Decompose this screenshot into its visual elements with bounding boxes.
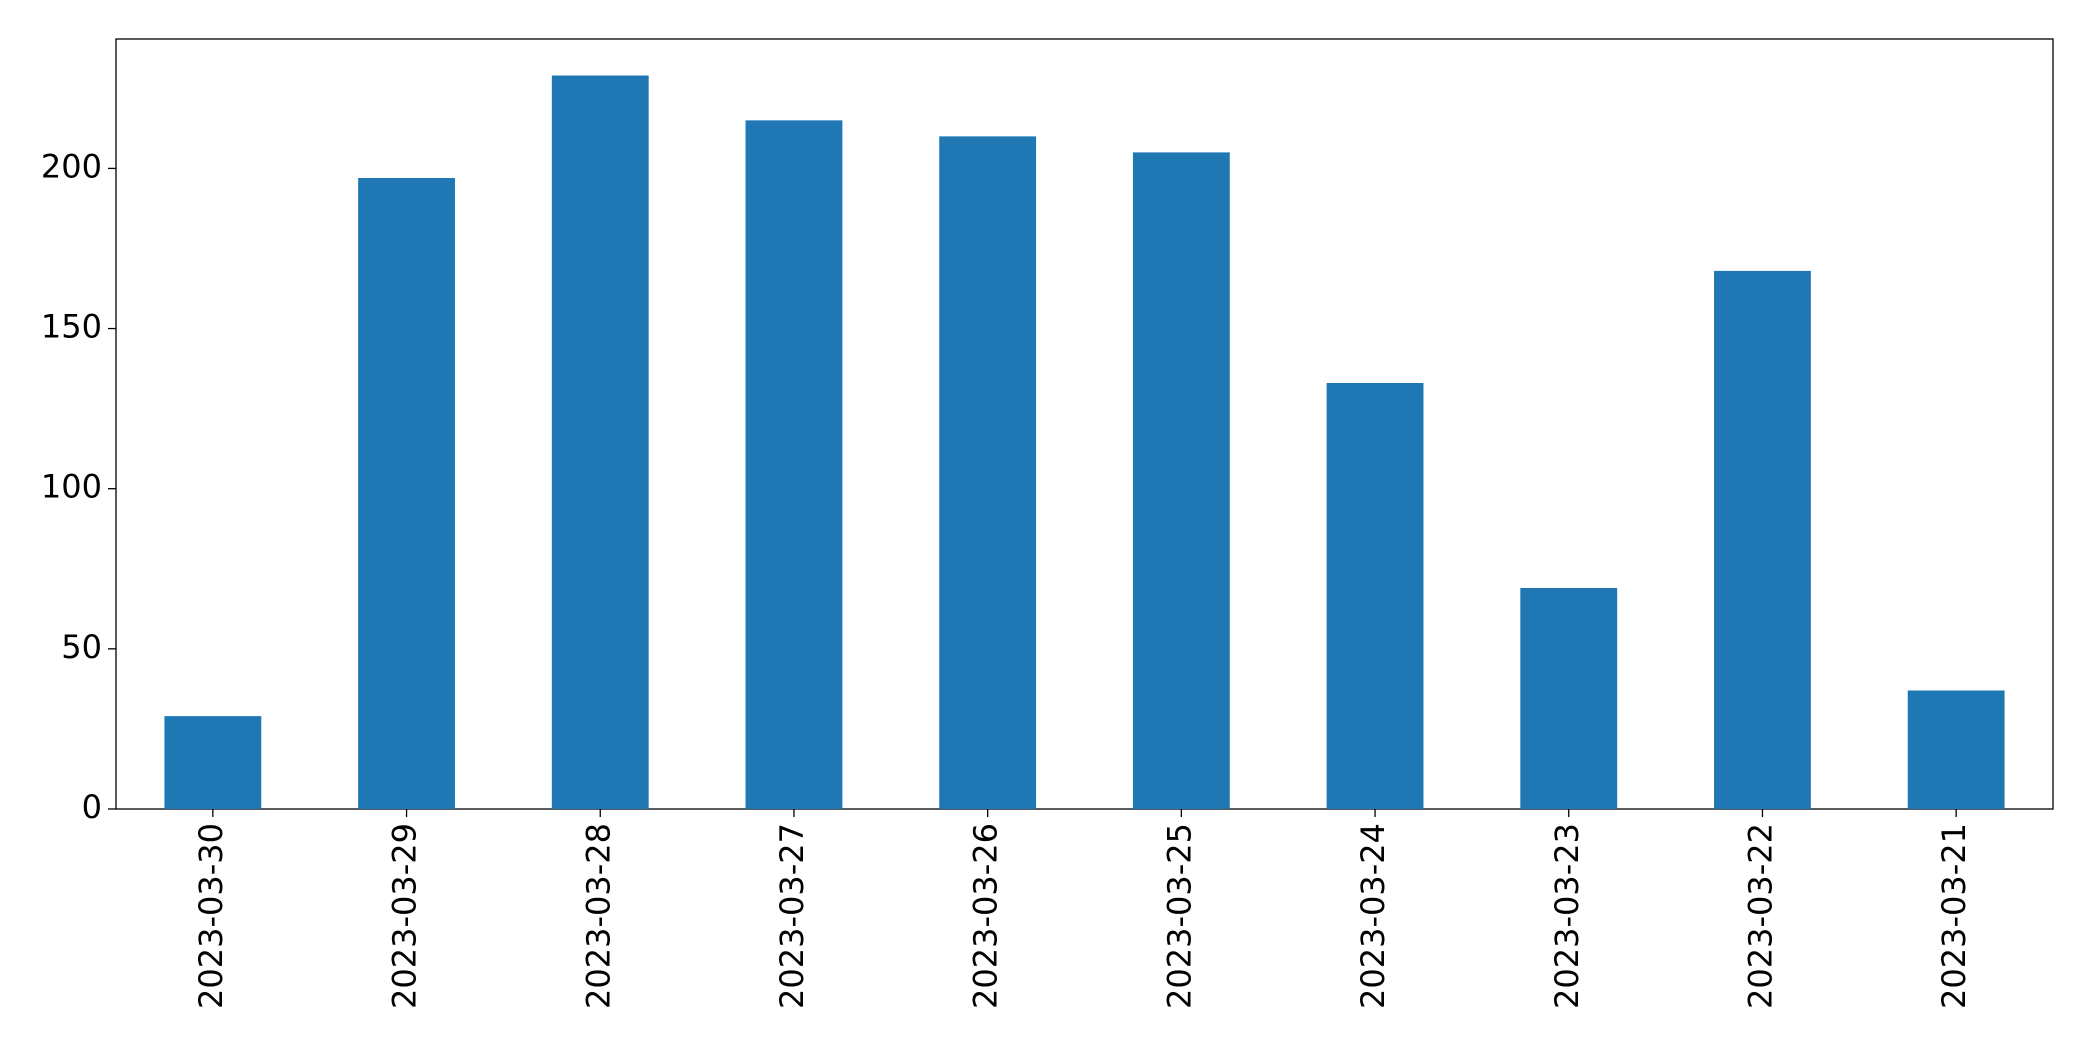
bar: [745, 120, 843, 809]
bar: [1326, 383, 1424, 809]
bar: [1520, 587, 1618, 809]
bar: [551, 75, 649, 809]
x-tick-label: 2023-03-29: [386, 823, 424, 1009]
x-tick-label: 2023-03-27: [773, 823, 811, 1009]
x-tick-label: 2023-03-25: [1160, 823, 1198, 1009]
x-tick-label: 2023-03-28: [579, 823, 617, 1009]
x-tick-label: 2023-03-23: [1548, 823, 1586, 1009]
plot-frame: [115, 38, 2054, 810]
x-tick-label: 2023-03-21: [1935, 823, 1973, 1009]
bar: [1907, 690, 2005, 809]
y-tick-label: 50: [61, 628, 102, 666]
y-tick-label: 150: [41, 308, 102, 346]
bar: [939, 136, 1037, 810]
x-tick-label: 2023-03-30: [192, 823, 230, 1009]
bar: [164, 716, 262, 809]
x-tick-label: 2023-03-24: [1354, 823, 1392, 1009]
bar: [358, 178, 455, 809]
bar: [1132, 152, 1230, 810]
x-tick-label: 2023-03-26: [967, 823, 1005, 1009]
x-tick-label: 2023-03-22: [1741, 823, 1779, 1009]
y-tick-label: 200: [41, 147, 102, 185]
y-tick-label: 100: [41, 468, 102, 506]
y-tick-label: 0: [82, 788, 102, 826]
bar: [1714, 270, 1811, 809]
